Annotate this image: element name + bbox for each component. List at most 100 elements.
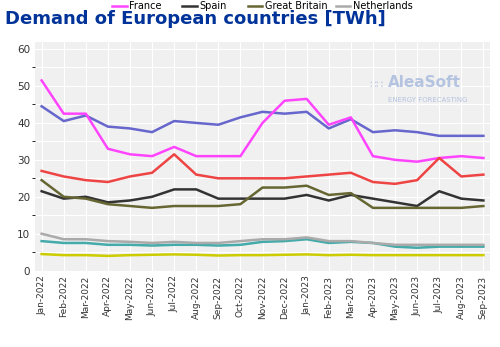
Line: Germany: Germany [42,106,484,136]
Germany [304,110,310,114]
Netherlands [282,237,288,242]
Great Britain [436,206,442,210]
Italy [458,175,464,179]
Great Britain [238,202,244,206]
Portugal [480,253,486,257]
Belgium [216,244,222,248]
Italy [105,180,111,184]
Spain [414,204,420,208]
Portugal [105,254,111,258]
Netherlands [127,240,133,244]
Great Britain [414,206,420,210]
Italy [348,171,354,175]
Netherlands [436,243,442,247]
Line: Italy: Italy [42,154,484,184]
Italy [171,152,177,156]
Great Britain [38,178,44,182]
Spain [171,187,177,192]
Spain [370,196,376,201]
Belgium [392,245,398,249]
Belgium [436,245,442,249]
Netherlands [304,235,310,239]
Spain [127,198,133,203]
Belgium [60,241,66,245]
Great Britain [304,184,310,188]
Belgium [171,243,177,247]
Italy [304,175,310,179]
France [105,147,111,151]
Italy [216,176,222,180]
Belgium [38,239,44,243]
Germany [392,128,398,132]
Netherlands [348,239,354,243]
Germany [436,134,442,138]
Spain [304,193,310,197]
Portugal [348,253,354,257]
Portugal [282,253,288,257]
Portugal [127,253,133,257]
Belgium [105,243,111,247]
Germany [260,110,266,114]
Great Britain [458,206,464,210]
Line: Netherlands: Netherlands [42,234,484,245]
Great Britain [326,193,332,197]
Netherlands [326,239,332,243]
Portugal [370,253,376,257]
Portugal [436,253,442,257]
Germany [326,126,332,130]
Spain [436,189,442,193]
Italy [370,180,376,184]
Belgium [348,240,354,244]
Italy [238,176,244,180]
Text: ENERGY FORECASTING: ENERGY FORECASTING [388,98,467,103]
Italy [326,172,332,177]
Netherlands [260,237,266,242]
Netherlands [480,243,486,247]
Belgium [370,241,376,245]
France [304,97,310,101]
Italy [60,175,66,179]
Belgium [414,246,420,250]
Great Britain [171,204,177,208]
Spain [458,196,464,201]
Great Britain [83,196,89,201]
Italy [414,178,420,182]
Netherlands [193,241,199,245]
Spain [193,187,199,192]
Italy [480,172,486,177]
Portugal [304,252,310,256]
Netherlands [105,239,111,243]
Great Britain [127,204,133,208]
Portugal [193,253,199,257]
France [216,154,222,158]
Netherlands [38,232,44,236]
Text: AleaSoft: AleaSoft [388,75,460,90]
Belgium [193,243,199,247]
Germany [171,119,177,123]
Spain [480,198,486,203]
Portugal [149,253,155,257]
Spain [216,196,222,201]
France [392,158,398,162]
Germany [414,130,420,134]
Line: Portugal: Portugal [42,254,484,256]
Line: Great Britain: Great Britain [42,180,484,208]
France [149,154,155,158]
Great Britain [216,204,222,208]
Netherlands [149,241,155,245]
France [480,156,486,160]
Netherlands [414,243,420,247]
Great Britain [60,195,66,199]
France [458,154,464,158]
Germany [458,134,464,138]
Netherlands [60,237,66,242]
Belgium [83,241,89,245]
Portugal [38,252,44,256]
Great Britain [260,185,266,189]
Italy [38,169,44,173]
Germany [193,121,199,125]
France [282,99,288,103]
Spain [83,195,89,199]
Germany [238,115,244,119]
Germany [149,130,155,134]
